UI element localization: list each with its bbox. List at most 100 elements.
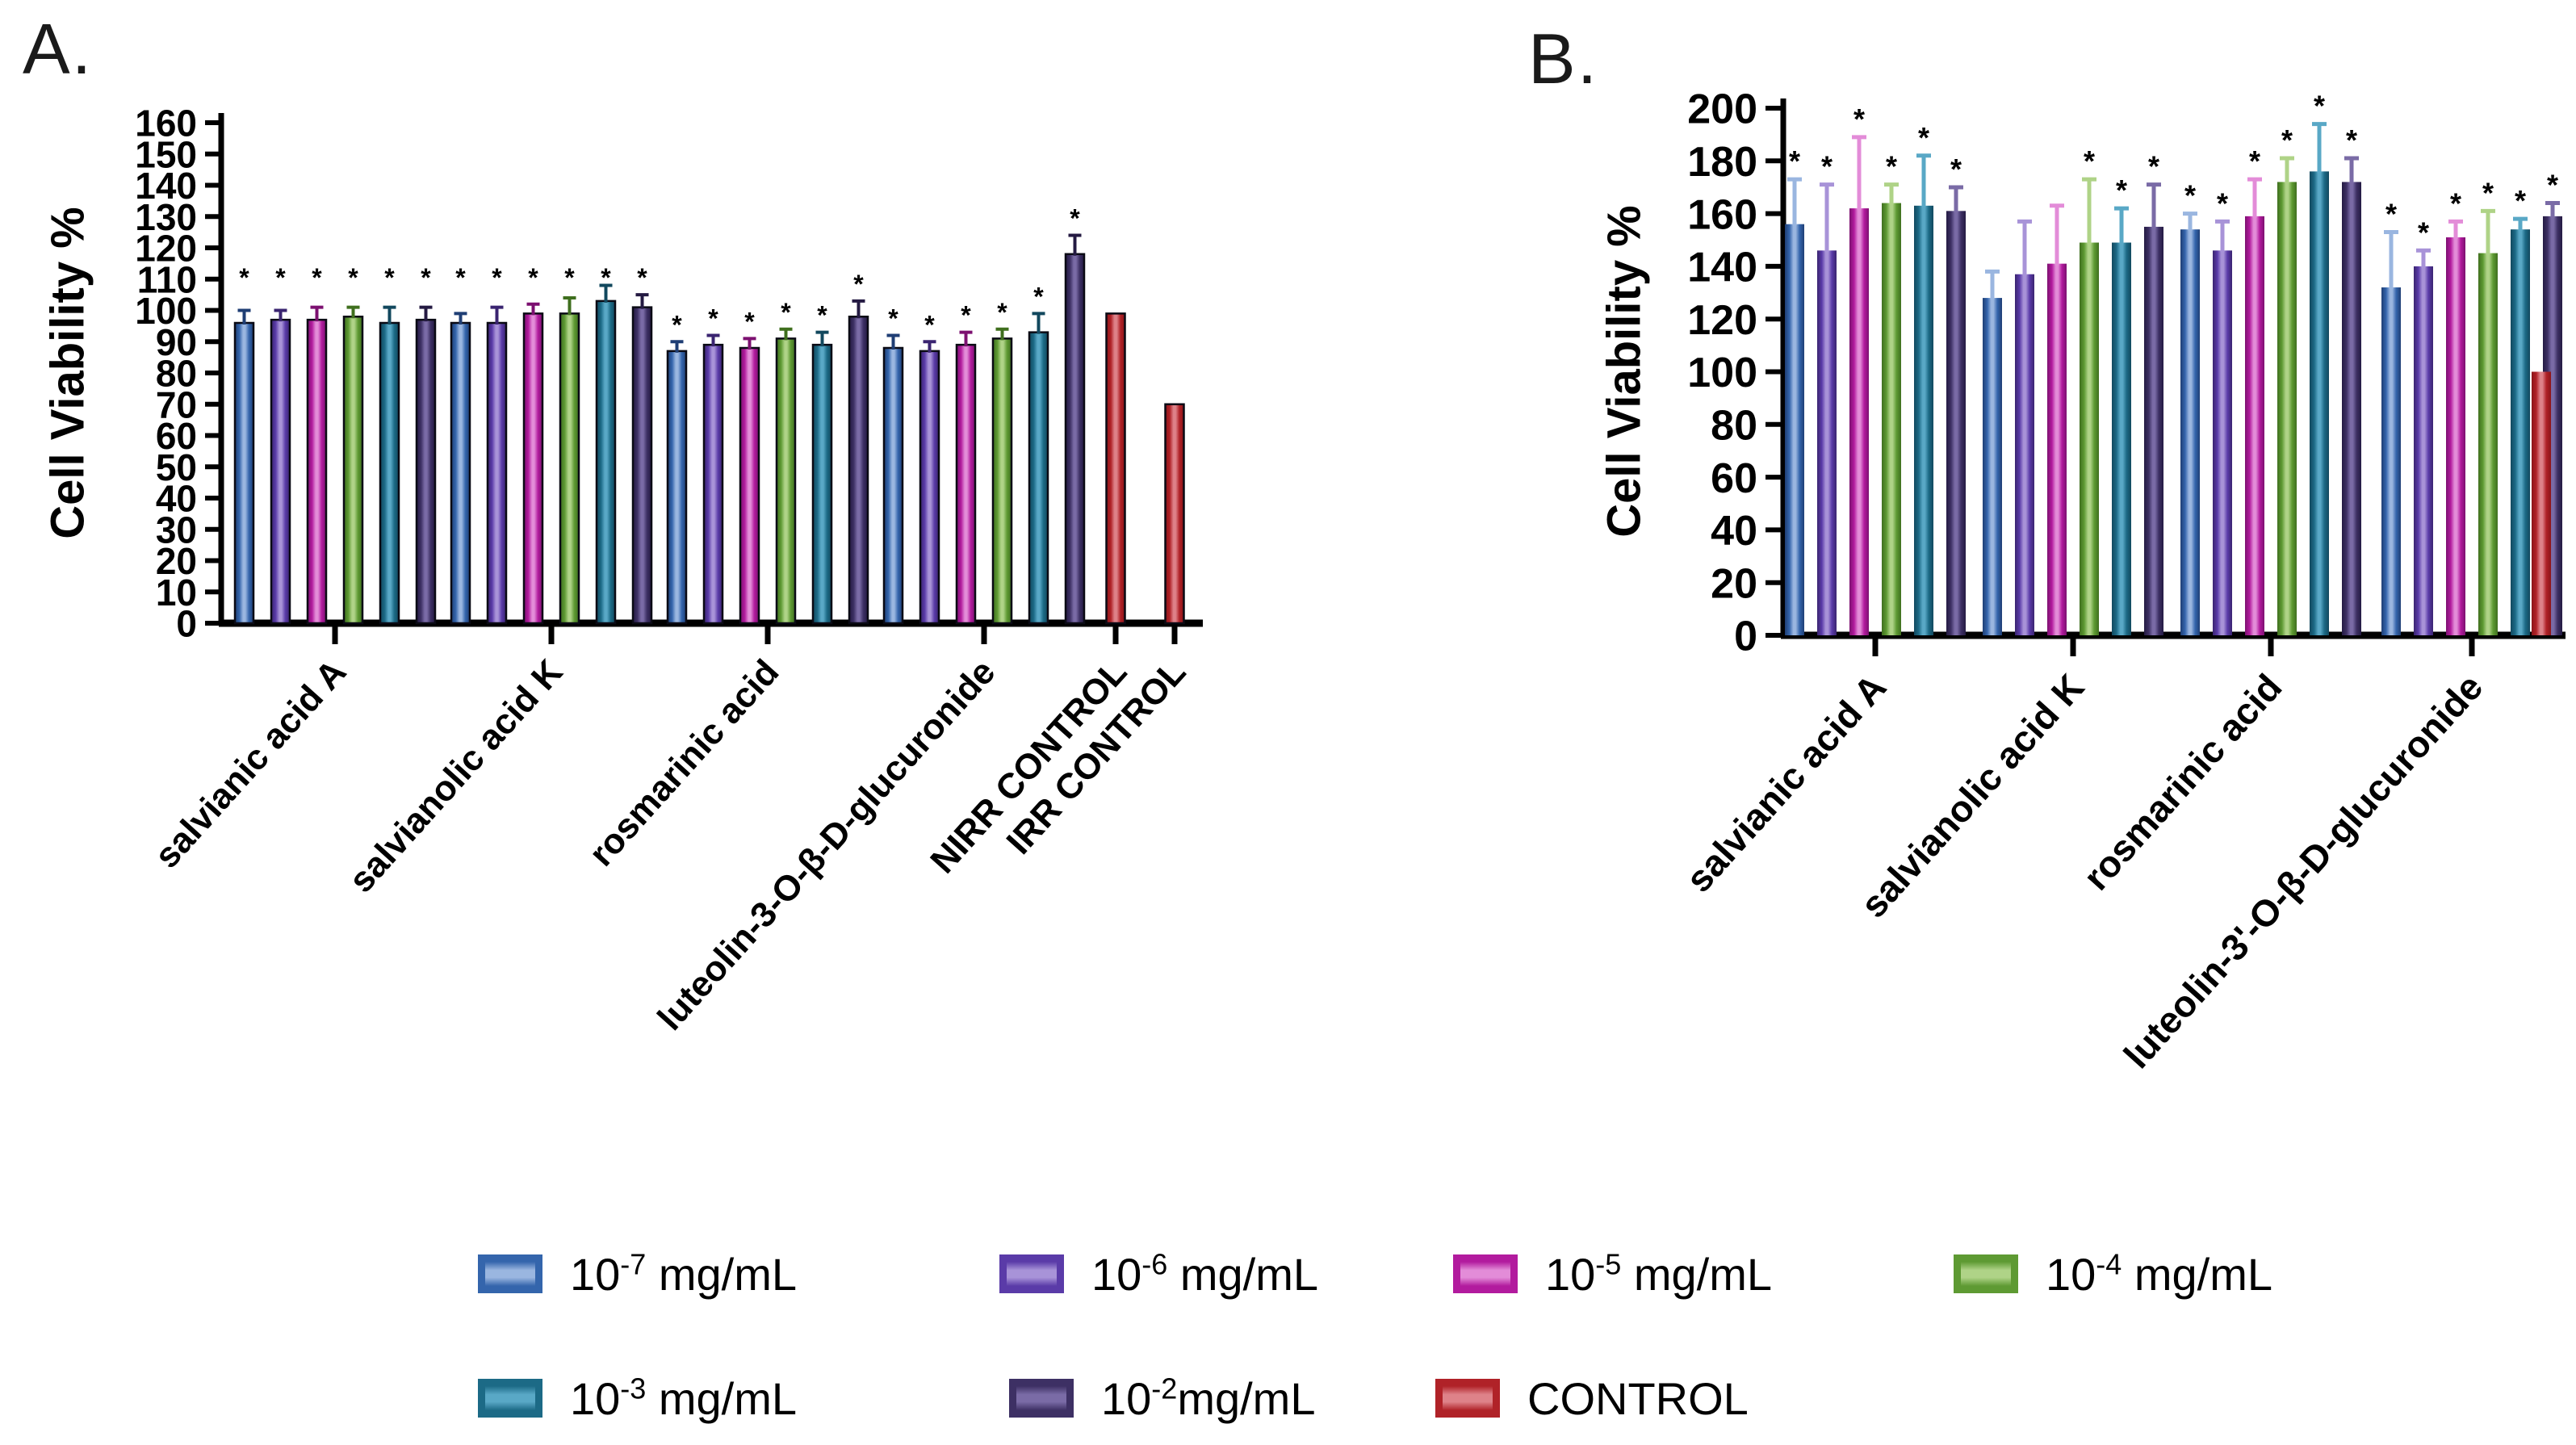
y-tick-label: 180 [1687, 139, 1757, 186]
significance-asterisk: * [455, 263, 466, 292]
y-tick-label: 60 [1711, 455, 1757, 502]
bar-1e-2 [848, 316, 869, 625]
legend-swatch-1e-6 [999, 1254, 1064, 1293]
y-tick-label: 20 [156, 540, 197, 582]
y-tick-label: 70 [156, 383, 197, 425]
significance-asterisk: * [1950, 153, 1962, 186]
group-label: salvianic acid A [1678, 666, 1894, 900]
bar-1e-6 [702, 343, 724, 625]
bar-1e-7 [882, 346, 904, 625]
chart-b-y-axis-title: Cell Viability % [1598, 205, 1651, 538]
y-tick-label: 60 [156, 415, 197, 457]
y-tick-label: 200 [1687, 86, 1757, 133]
chart-B: 0 20 40 60 80 100 120 140 160 180 200 salvianic aci… [1678, 86, 2566, 1076]
y-tick-label: 110 [137, 258, 197, 300]
legend-exponent: -7 [620, 1246, 647, 1280]
bar-1e-4 [775, 337, 797, 625]
bar-1e-4 [1882, 203, 1901, 636]
legend-label: 10-2mg/mL [1101, 1371, 1316, 1424]
bar-1e-6 [486, 321, 508, 625]
bar-1e-5 [2245, 216, 2264, 635]
bar-1e-2 [1946, 211, 1966, 636]
significance-asterisk: * [2116, 174, 2127, 207]
y-tick-label: 120 [135, 228, 197, 270]
bar-1e-5 [2047, 263, 2067, 635]
legend-item-1e-3: 10-3 mg/mL [478, 1371, 798, 1424]
bar-1e-3 [1028, 331, 1049, 625]
legend-exponent: -2 [1151, 1371, 1178, 1405]
significance-asterisk: * [2217, 186, 2228, 220]
y-tick-label: 100 [1687, 350, 1757, 396]
significance-asterisk: * [2184, 179, 2196, 212]
legend-item-control: CONTROL [1435, 1372, 1749, 1424]
y-tick-label: 90 [156, 321, 197, 363]
significance-asterisk: * [2084, 144, 2095, 178]
y-tick-label: 140 [1687, 245, 1757, 291]
bar-1e-3 [2310, 171, 2329, 636]
significance-asterisk: * [1918, 121, 1929, 154]
significance-asterisk: * [853, 270, 864, 299]
chart-a-y-axis-title: Cell Viability % [41, 207, 94, 539]
bar-control [2532, 371, 2551, 635]
bar-1e-3 [2112, 242, 2131, 635]
significance-asterisk: * [312, 263, 322, 292]
y-tick-label: 80 [156, 353, 197, 395]
legend-swatch-1e-2 [1009, 1379, 1074, 1418]
bar-control [1105, 312, 1126, 625]
significance-asterisk: * [2450, 186, 2461, 220]
legend-swatch-1e-4 [1954, 1254, 2018, 1293]
legend-swatch-1e-3 [478, 1379, 542, 1418]
significance-asterisk: * [744, 307, 755, 336]
legend-label: 10-6 mg/mL [1091, 1246, 1319, 1300]
bar-1e-2 [631, 306, 653, 625]
bar-1e-2 [415, 318, 437, 625]
y-tick-label: 40 [1711, 508, 1757, 555]
bar-1e-5 [1849, 208, 1869, 635]
significance-asterisk: * [708, 304, 718, 333]
legend-label: 10-4 mg/mL [2046, 1246, 2273, 1300]
bar-1e-5 [739, 346, 760, 625]
bar-1e-4 [342, 316, 364, 625]
group-label: salvianic acid A [147, 652, 354, 876]
bar-1e-4 [2478, 253, 2498, 635]
significance-asterisk: * [924, 310, 935, 339]
y-tick-label: 30 [156, 509, 197, 551]
significance-asterisk: * [1886, 150, 1897, 183]
legend-swatch-1e-7 [478, 1254, 542, 1293]
bar-1e-7 [1785, 224, 1804, 635]
bar-1e-3 [1914, 205, 1933, 635]
bar-1e-6 [2213, 250, 2232, 635]
legend-label: CONTROL [1527, 1372, 1749, 1424]
bar-1e-6 [1817, 250, 1837, 635]
bar-1e-5 [306, 318, 328, 625]
bar-1e-3 [595, 299, 617, 625]
group-label: luteolin-3'-O-β-D-glucuronide [2116, 666, 2491, 1076]
significance-asterisk: * [2314, 90, 2325, 123]
group-label: salvianolic acid K [1852, 666, 2092, 926]
y-tick-label: 120 [1687, 297, 1757, 344]
legend-label: 10-5 mg/mL [1545, 1246, 1773, 1300]
bar-1e-4 [2080, 242, 2099, 635]
bar-1e-6 [919, 350, 940, 625]
bar-1e-7 [450, 321, 471, 625]
legend-exponent: -4 [2096, 1246, 2122, 1280]
bar-1e-7 [2180, 229, 2200, 635]
y-tick-label: 150 [135, 133, 197, 175]
y-tick-label: 50 [156, 446, 197, 488]
bar-1e-5 [955, 343, 977, 625]
legend-item-1e-6: 10-6 mg/mL [999, 1246, 1319, 1300]
y-tick-label: 80 [1711, 403, 1757, 450]
legend-exponent: -6 [1141, 1246, 1168, 1280]
significance-asterisk: * [817, 301, 827, 330]
significance-asterisk: * [348, 263, 358, 292]
legend-label: 10-3 mg/mL [570, 1371, 798, 1424]
y-tick-label: 0 [1734, 614, 1757, 660]
significance-asterisk: * [492, 263, 502, 292]
significance-asterisk: * [781, 298, 791, 327]
bar-1e-7 [666, 350, 688, 625]
bar-1e-4 [559, 312, 580, 625]
bar-1e-3 [2511, 229, 2530, 635]
significance-asterisk: * [564, 263, 575, 292]
